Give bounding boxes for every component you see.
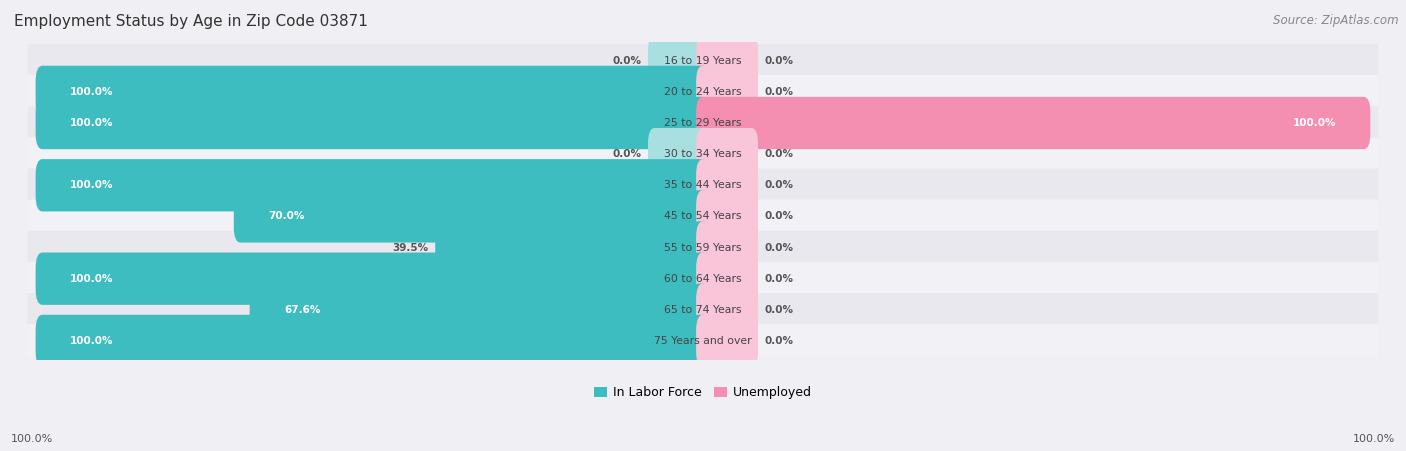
Text: 55 to 59 Years: 55 to 59 Years [664, 243, 742, 253]
FancyBboxPatch shape [696, 159, 758, 212]
Text: 100.0%: 100.0% [70, 336, 114, 346]
Text: 0.0%: 0.0% [765, 212, 794, 221]
Text: 39.5%: 39.5% [392, 243, 429, 253]
FancyBboxPatch shape [648, 35, 710, 87]
Text: 100.0%: 100.0% [11, 434, 53, 444]
FancyBboxPatch shape [696, 128, 758, 180]
FancyBboxPatch shape [696, 35, 758, 87]
Text: 45 to 54 Years: 45 to 54 Years [664, 212, 742, 221]
Text: 0.0%: 0.0% [765, 305, 794, 315]
FancyBboxPatch shape [696, 284, 758, 336]
Text: 100.0%: 100.0% [1353, 434, 1395, 444]
Text: 0.0%: 0.0% [765, 149, 794, 159]
FancyBboxPatch shape [648, 128, 710, 180]
Text: 100.0%: 100.0% [1292, 118, 1336, 128]
Text: 0.0%: 0.0% [765, 180, 794, 190]
FancyBboxPatch shape [35, 97, 710, 149]
FancyBboxPatch shape [28, 138, 1378, 171]
FancyBboxPatch shape [696, 253, 758, 305]
Text: 0.0%: 0.0% [765, 56, 794, 66]
Legend: In Labor Force, Unemployed: In Labor Force, Unemployed [589, 381, 817, 404]
Text: 100.0%: 100.0% [70, 180, 114, 190]
FancyBboxPatch shape [28, 169, 1378, 202]
FancyBboxPatch shape [28, 262, 1378, 295]
Text: 70.0%: 70.0% [269, 212, 305, 221]
Text: 100.0%: 100.0% [70, 118, 114, 128]
FancyBboxPatch shape [233, 190, 710, 243]
Text: Source: ZipAtlas.com: Source: ZipAtlas.com [1274, 14, 1399, 27]
FancyBboxPatch shape [28, 200, 1378, 233]
FancyBboxPatch shape [696, 66, 758, 118]
Text: 35 to 44 Years: 35 to 44 Years [664, 180, 742, 190]
FancyBboxPatch shape [28, 44, 1378, 78]
Text: 0.0%: 0.0% [765, 274, 794, 284]
FancyBboxPatch shape [28, 293, 1378, 327]
FancyBboxPatch shape [28, 324, 1378, 358]
FancyBboxPatch shape [28, 75, 1378, 109]
Text: 75 Years and over: 75 Years and over [654, 336, 752, 346]
Text: 67.6%: 67.6% [284, 305, 321, 315]
Text: 0.0%: 0.0% [765, 87, 794, 97]
Text: Employment Status by Age in Zip Code 03871: Employment Status by Age in Zip Code 038… [14, 14, 368, 28]
FancyBboxPatch shape [696, 315, 758, 367]
FancyBboxPatch shape [696, 97, 1371, 149]
Text: 16 to 19 Years: 16 to 19 Years [664, 56, 742, 66]
FancyBboxPatch shape [250, 284, 710, 336]
FancyBboxPatch shape [35, 253, 710, 305]
Text: 0.0%: 0.0% [612, 56, 641, 66]
FancyBboxPatch shape [436, 221, 710, 274]
FancyBboxPatch shape [35, 315, 710, 367]
Text: 0.0%: 0.0% [765, 243, 794, 253]
Text: 100.0%: 100.0% [70, 87, 114, 97]
FancyBboxPatch shape [28, 231, 1378, 264]
Text: 0.0%: 0.0% [765, 336, 794, 346]
Text: 100.0%: 100.0% [70, 274, 114, 284]
Text: 30 to 34 Years: 30 to 34 Years [664, 149, 742, 159]
Text: 0.0%: 0.0% [612, 149, 641, 159]
FancyBboxPatch shape [35, 66, 710, 118]
Text: 20 to 24 Years: 20 to 24 Years [664, 87, 742, 97]
FancyBboxPatch shape [696, 221, 758, 274]
Text: 60 to 64 Years: 60 to 64 Years [664, 274, 742, 284]
Text: 65 to 74 Years: 65 to 74 Years [664, 305, 742, 315]
Text: 25 to 29 Years: 25 to 29 Years [664, 118, 742, 128]
FancyBboxPatch shape [696, 190, 758, 243]
FancyBboxPatch shape [28, 106, 1378, 140]
FancyBboxPatch shape [35, 159, 710, 212]
